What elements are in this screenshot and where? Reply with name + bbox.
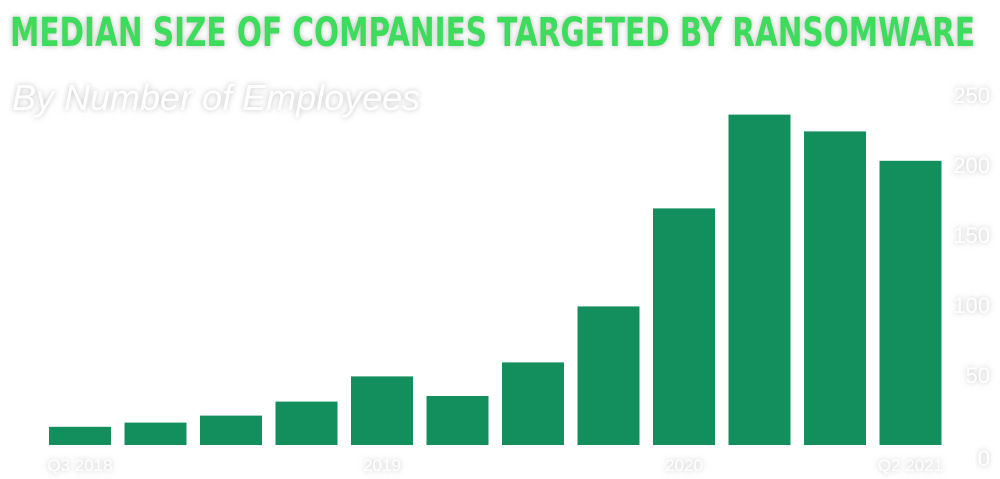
x-tick-label: Q2 2021 (878, 456, 943, 475)
bar-q3-2020 (653, 208, 715, 445)
x-tick-label: 2019 (363, 456, 401, 475)
bar-q2-2020 (577, 306, 640, 445)
y-tick-label: 50 (966, 363, 990, 388)
bar-q4-2020 (728, 114, 791, 445)
y-tick-label: 250 (953, 83, 990, 108)
bar-q3-2019 (351, 376, 413, 445)
y-tick-label: 200 (953, 153, 990, 178)
y-tick-label: 150 (953, 223, 990, 248)
chart-subtitle: By Number of Employees (12, 77, 420, 118)
y-tick-label: 0 (978, 446, 990, 471)
bar-q4-2019 (426, 396, 489, 445)
bar-q1-2019 (200, 415, 262, 445)
bar-q2-2019 (275, 401, 338, 445)
bar-q1-2021 (804, 131, 866, 445)
bar-q3-2018 (49, 426, 111, 445)
x-tick-label: 2020 (665, 456, 703, 475)
bar-q2-2021 (879, 160, 942, 446)
bar-q4-2018 (124, 422, 187, 445)
chart-title: MEDIAN SIZE OF COMPANIES TARGETED BY RAN… (10, 10, 975, 56)
bar-q1-2020 (502, 362, 564, 445)
x-tick-label: Q3 2018 (47, 456, 112, 475)
y-tick-label: 100 (953, 293, 990, 318)
